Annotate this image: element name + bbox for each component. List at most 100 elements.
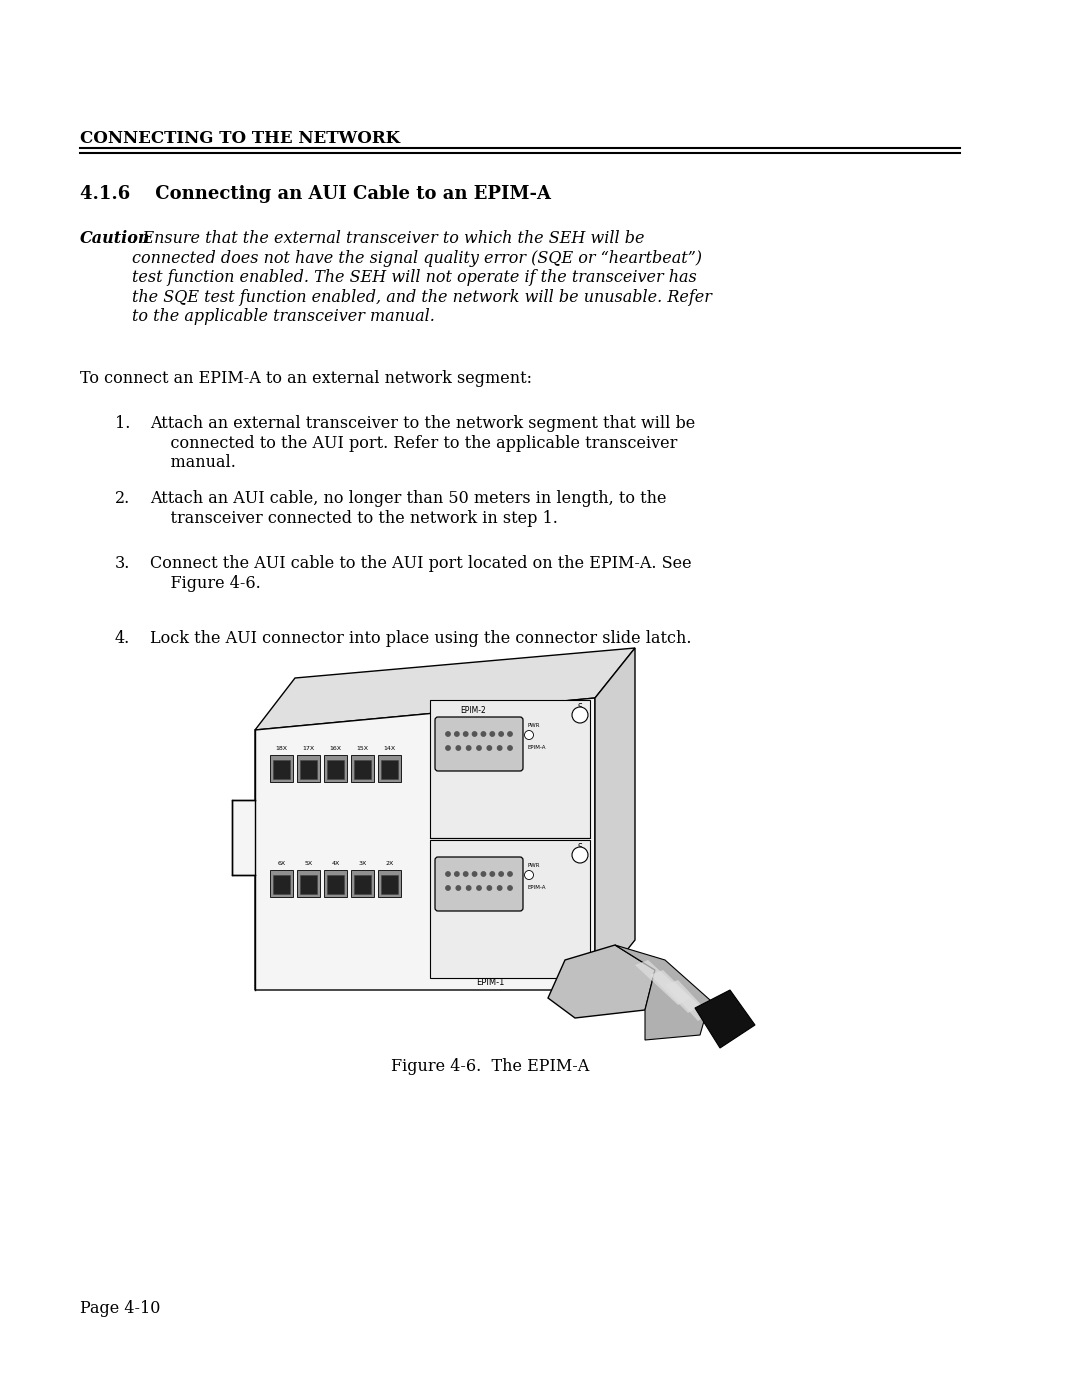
Text: To connect an EPIM-A to an external network segment:: To connect an EPIM-A to an external netw… [80, 370, 532, 387]
Circle shape [446, 746, 450, 750]
Text: PWR: PWR [527, 863, 540, 868]
Bar [378, 870, 401, 897]
Bar [351, 754, 374, 782]
Polygon shape [696, 990, 755, 1048]
Bar [381, 875, 399, 894]
Text: 18X: 18X [275, 746, 287, 752]
Text: 4.1.6    Connecting an AUI Cable to an EPIM-A: 4.1.6 Connecting an AUI Cable to an EPIM… [80, 184, 551, 203]
Text: 2.: 2. [114, 490, 131, 507]
Circle shape [476, 746, 482, 750]
Circle shape [463, 872, 468, 876]
Bar [324, 870, 347, 897]
Bar [378, 754, 401, 782]
Circle shape [446, 886, 450, 890]
FancyBboxPatch shape [435, 717, 523, 771]
Circle shape [490, 872, 495, 876]
Text: Caution: Caution [80, 231, 150, 247]
Text: PWR: PWR [527, 724, 540, 728]
Circle shape [498, 746, 502, 750]
Text: 17X: 17X [302, 746, 314, 752]
Circle shape [525, 870, 534, 880]
Polygon shape [615, 944, 710, 1039]
Text: EPIM-1: EPIM-1 [476, 978, 504, 988]
Circle shape [499, 872, 503, 876]
Text: EPIM-A: EPIM-A [527, 745, 545, 750]
Bar [270, 754, 293, 782]
Circle shape [482, 872, 486, 876]
Polygon shape [665, 981, 710, 1021]
Circle shape [508, 746, 512, 750]
Text: EPIM-2: EPIM-2 [460, 705, 486, 715]
Polygon shape [595, 648, 635, 990]
Text: EPIM-A: EPIM-A [527, 886, 545, 890]
Text: 15X: 15X [356, 746, 368, 752]
Text: 2X: 2X [386, 861, 393, 866]
Circle shape [482, 732, 486, 736]
Text: 4.: 4. [114, 630, 131, 647]
Bar [351, 870, 374, 897]
Circle shape [467, 746, 471, 750]
Polygon shape [255, 648, 635, 731]
Circle shape [456, 746, 460, 750]
Bar [354, 875, 372, 894]
Text: 14X: 14X [383, 746, 395, 752]
Bar [273, 760, 291, 780]
Bar [327, 760, 345, 780]
Bar [297, 754, 320, 782]
Polygon shape [255, 698, 595, 990]
Bar [273, 875, 291, 894]
Circle shape [455, 872, 459, 876]
Circle shape [472, 732, 476, 736]
Text: S: S [578, 703, 582, 712]
Bar [297, 870, 320, 897]
Circle shape [476, 886, 482, 890]
Circle shape [467, 886, 471, 890]
Text: 3X: 3X [359, 861, 366, 866]
Text: 16X: 16X [329, 746, 341, 752]
Circle shape [472, 872, 476, 876]
Circle shape [508, 732, 512, 736]
Bar [381, 760, 399, 780]
Text: 4X: 4X [332, 861, 339, 866]
Circle shape [498, 886, 502, 890]
Circle shape [455, 732, 459, 736]
Circle shape [446, 872, 450, 876]
FancyBboxPatch shape [435, 856, 523, 911]
Polygon shape [232, 800, 255, 875]
Circle shape [572, 707, 588, 724]
Bar [354, 760, 372, 780]
Circle shape [508, 872, 512, 876]
Circle shape [446, 732, 450, 736]
Text: CONNECTING TO THE NETWORK: CONNECTING TO THE NETWORK [80, 130, 400, 147]
Bar [300, 760, 318, 780]
Polygon shape [635, 960, 690, 1004]
Bar [430, 840, 590, 978]
Circle shape [525, 731, 534, 739]
Circle shape [487, 886, 491, 890]
Circle shape [490, 732, 495, 736]
Text: S: S [578, 842, 582, 852]
Bar [430, 700, 590, 838]
Polygon shape [650, 970, 700, 1013]
Text: 6X: 6X [278, 861, 285, 866]
Circle shape [499, 732, 503, 736]
Text: 1.: 1. [114, 415, 131, 432]
Circle shape [572, 847, 588, 863]
Text: Page 4-10: Page 4-10 [80, 1301, 160, 1317]
Text: Lock the AUI connector into place using the connector slide latch.: Lock the AUI connector into place using … [150, 630, 691, 647]
Bar [324, 754, 347, 782]
Text: Attach an AUI cable, no longer than 50 meters in length, to the
    transceiver : Attach an AUI cable, no longer than 50 m… [150, 490, 666, 527]
Circle shape [463, 732, 468, 736]
Text: 5X: 5X [305, 861, 312, 866]
Polygon shape [548, 944, 654, 1018]
Bar [300, 875, 318, 894]
Circle shape [487, 746, 491, 750]
Circle shape [456, 886, 460, 890]
Text: 3.: 3. [114, 555, 131, 571]
Bar [327, 875, 345, 894]
Circle shape [508, 886, 512, 890]
Text: Figure 4-6.  The EPIM-A: Figure 4-6. The EPIM-A [391, 1058, 589, 1076]
Bar [270, 870, 293, 897]
Text: Attach an external transceiver to the network segment that will be
    connected: Attach an external transceiver to the ne… [150, 415, 696, 471]
Text: : Ensure that the external transceiver to which the SEH will be
connected does n: : Ensure that the external transceiver t… [132, 231, 712, 326]
